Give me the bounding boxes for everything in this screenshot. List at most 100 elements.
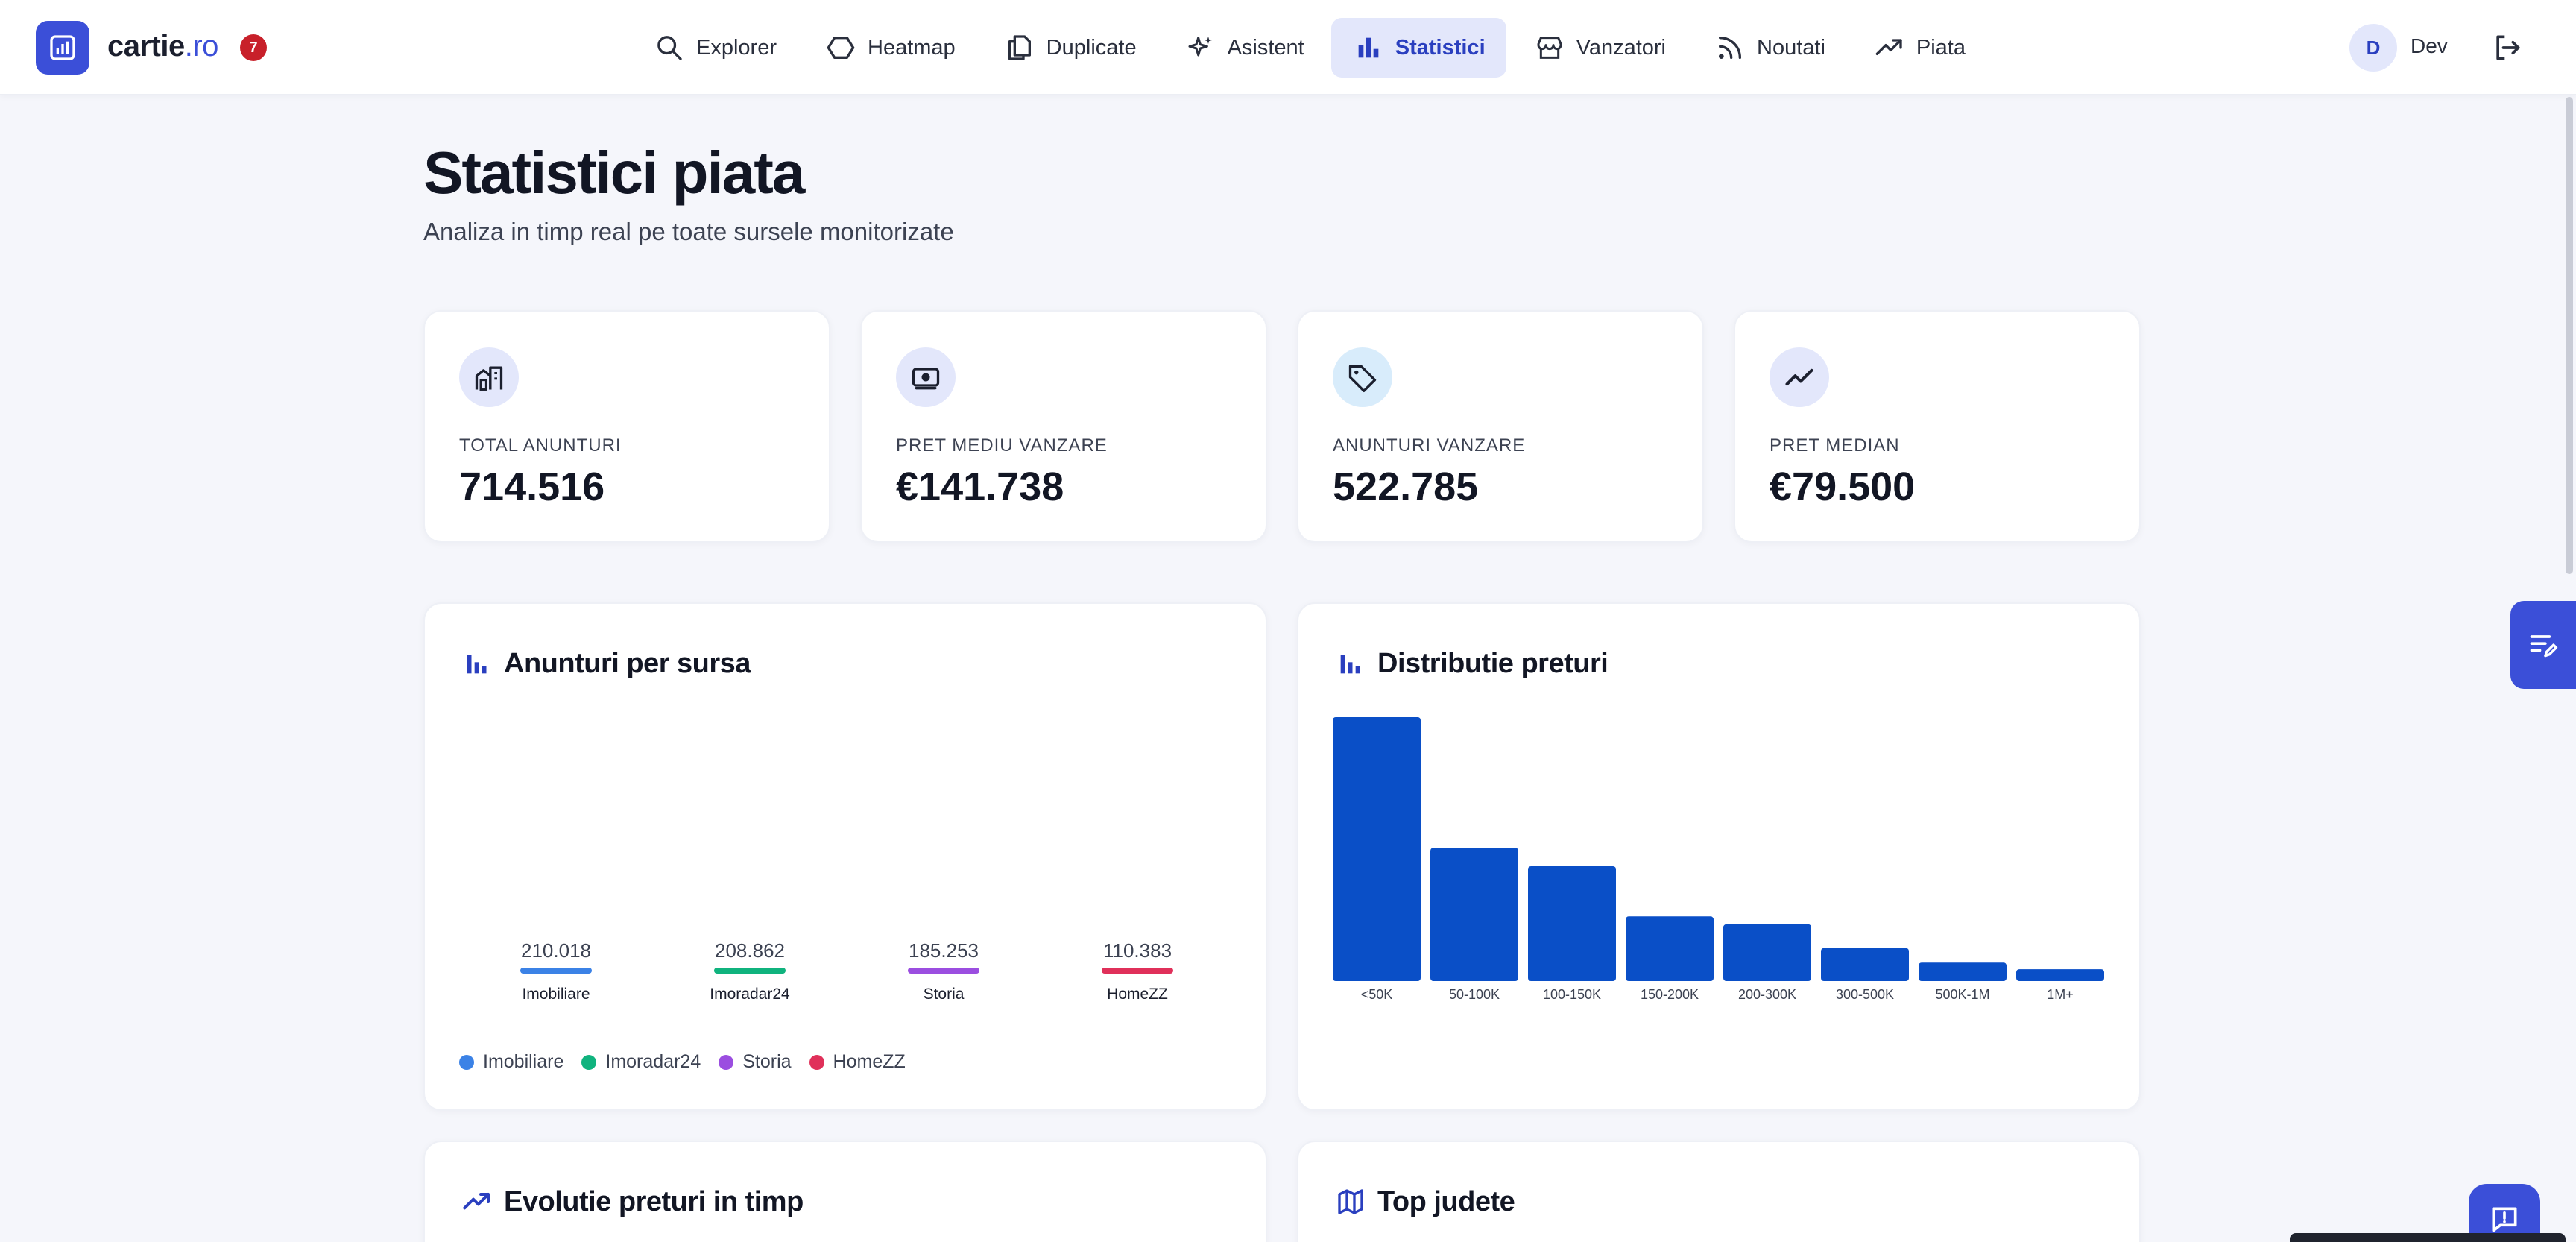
price-bar[interactable] [1919, 962, 2007, 981]
category-label: 50-100K [1449, 987, 1500, 1002]
nav-item-explorer[interactable]: Explorer [632, 18, 798, 78]
panel-evolutie-preturi: Evolutie preturi in timp [423, 1141, 1267, 1242]
nav-item-label: Asistent [1227, 35, 1304, 60]
bar-chart-icon [1334, 647, 1367, 680]
panel-header: Distributie preturi [1334, 647, 1609, 680]
nav-item-label: Noutati [1757, 35, 1825, 60]
stat-card-pret-mediu: PRET MEDIU VANZARE €141.738 [860, 310, 1267, 543]
nav-item-label: Statistici [1395, 35, 1486, 60]
user-name[interactable]: Dev [2411, 34, 2448, 57]
nav-item-duplicate[interactable]: Duplicate [982, 18, 1158, 78]
notes-side-button[interactable] [2510, 601, 2576, 689]
bar-value-label: 110.383 [1103, 939, 1172, 962]
brand-name-text: cartie [107, 30, 185, 63]
search-icon [653, 31, 686, 64]
avatar[interactable]: D [2349, 24, 2397, 72]
price-bar[interactable] [1430, 848, 1518, 981]
notification-badge[interactable]: 7 [240, 34, 267, 61]
price-bar[interactable] [1333, 717, 1421, 981]
stat-label: PRET MEDIU VANZARE [896, 435, 1108, 455]
panel-distributie-preturi: Distributie preturi <50K 50-100K 100-150K 1… [1297, 602, 2141, 1111]
price-bar[interactable] [2016, 969, 2104, 981]
chart-logo-icon [50, 35, 75, 60]
bar-chart-icon [1352, 31, 1385, 64]
price-bar[interactable] [1626, 916, 1714, 981]
nav-item-label: Duplicate [1046, 35, 1137, 60]
sources-bar-chart: 210.018 Imobiliare 208.862 Imoradar24 185.25… [520, 939, 1173, 1003]
source-bar[interactable] [1102, 968, 1173, 974]
legend-label: HomeZZ [833, 1051, 906, 1072]
panel-header: Top judete [1334, 1185, 1515, 1218]
nav-item-statistici[interactable]: Statistici [1330, 18, 1506, 78]
money-icon [896, 347, 956, 407]
category-label: 1M+ [2047, 987, 2074, 1002]
price-bar[interactable] [1723, 924, 1811, 981]
top-navigation-bar: cartie.ro 7 Explorer Heatmap Duplicate A… [0, 0, 2576, 95]
logout-button[interactable] [2487, 27, 2528, 69]
page-title: Statistici piata [423, 139, 805, 206]
store-icon [1533, 31, 1566, 64]
rss-icon [1714, 31, 1746, 64]
source-bar[interactable] [714, 968, 786, 974]
legend-item[interactable]: HomeZZ [809, 1051, 906, 1073]
stat-label: PRET MEDIAN [1770, 435, 1900, 455]
copy-icon [1003, 31, 1036, 64]
nav-item-heatmap[interactable]: Heatmap [804, 18, 976, 78]
stat-card-anunturi-vanzare: ANUNTURI VANZARE 522.785 [1297, 310, 1704, 543]
chat-icon [2492, 1207, 2517, 1232]
bar-value-label: 208.862 [715, 939, 785, 962]
category-label: 150-200K [1641, 987, 1699, 1002]
brand-name[interactable]: cartie.ro [107, 30, 218, 63]
category-label: <50K [1361, 987, 1393, 1002]
stat-value: €79.500 [1770, 464, 1916, 509]
stat-value: 522.785 [1333, 464, 1479, 509]
trending-up-icon [1873, 31, 1906, 64]
stat-card-total-anunturi: TOTAL ANUNTURI 714.516 [423, 310, 830, 543]
panel-title: Evolutie preturi in timp [504, 1185, 804, 1217]
legend-item[interactable]: Imoradar24 [581, 1051, 701, 1073]
page-subtitle: Analiza in timp real pe toate sursele mo… [423, 218, 954, 245]
nav-item-asistent[interactable]: Asistent [1164, 18, 1325, 78]
stat-card-pret-median: PRET MEDIAN €79.500 [1734, 310, 2141, 543]
bar-chart-icon [461, 647, 493, 680]
stat-label: ANUNTURI VANZARE [1333, 435, 1526, 455]
hexagon-icon [824, 31, 857, 64]
nav-item-noutati[interactable]: Noutati [1693, 18, 1846, 78]
panel-top-judete: Top judete [1297, 1141, 2141, 1242]
buildings-icon [459, 347, 519, 407]
legend-item[interactable]: Imobiliare [459, 1051, 564, 1073]
bottom-toolbar-strip [2290, 1233, 2566, 1242]
price-distribution-chart: <50K 50-100K 100-150K 150-200K 200-300K 300-5… [1333, 717, 2104, 1002]
bar-value-label: 185.253 [909, 939, 979, 962]
page-scrollbar[interactable] [2566, 97, 2573, 574]
legend-item[interactable]: Storia [719, 1051, 792, 1073]
brand-tld: .ro [184, 30, 219, 63]
tag-icon [1333, 347, 1392, 407]
edit-list-icon [2530, 635, 2558, 658]
legend-label: Imoradar24 [605, 1051, 701, 1072]
main-nav: Explorer Heatmap Duplicate Asistent Stat… [632, 18, 1992, 78]
legend-label: Imobiliare [483, 1051, 564, 1072]
category-label: 300-500K [1836, 987, 1894, 1002]
legend-dot [581, 1054, 597, 1070]
category-label: Imoradar24 [710, 986, 790, 1003]
legend-dot [459, 1054, 474, 1070]
category-label: 200-300K [1738, 987, 1796, 1002]
source-bar[interactable] [520, 968, 592, 974]
legend-label: Storia [742, 1051, 792, 1072]
nav-item-label: Heatmap [868, 35, 956, 60]
legend-dot [719, 1054, 734, 1070]
price-bar[interactable] [1528, 866, 1616, 981]
source-bar[interactable] [908, 968, 979, 974]
map-icon [1334, 1185, 1367, 1218]
stat-value: €141.738 [896, 464, 1064, 509]
feedback-chat-button[interactable] [2469, 1184, 2540, 1242]
panel-title: Top judete [1377, 1185, 1515, 1217]
nav-item-label: Piata [1916, 35, 1966, 60]
nav-item-piata[interactable]: Piata [1852, 18, 1986, 78]
category-label: HomeZZ [1107, 986, 1168, 1003]
price-bar[interactable] [1821, 948, 1909, 981]
app-logo[interactable] [36, 21, 89, 75]
nav-item-vanzatori[interactable]: Vanzatori [1512, 18, 1687, 78]
panel-header: Anunturi per sursa [461, 647, 751, 680]
